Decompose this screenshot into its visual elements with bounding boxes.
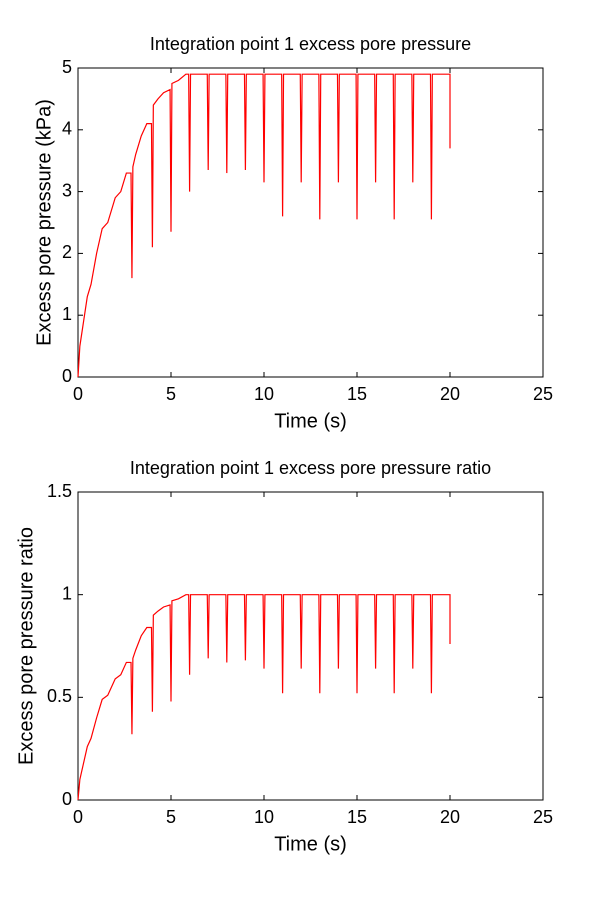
chart-title: Integration point 1 excess pore pressure… [130, 458, 491, 478]
y-tick-label: 2 [62, 242, 72, 262]
y-tick-label: 0 [62, 366, 72, 386]
x-tick-label: 15 [347, 807, 367, 827]
x-tick-label: 5 [166, 384, 176, 404]
data-line [77, 73, 451, 378]
y-tick-label: 0.5 [47, 686, 72, 706]
y-axis-label: Excess pore pressure (kPa) [33, 99, 55, 346]
y-tick-label: 3 [62, 180, 72, 200]
x-tick-label: 10 [254, 807, 274, 827]
y-tick-label: 1.5 [47, 481, 72, 501]
x-tick-label: 25 [533, 807, 553, 827]
x-tick-label: 10 [254, 384, 274, 404]
x-tick-label: 20 [440, 807, 460, 827]
x-tick-label: 20 [440, 384, 460, 404]
y-tick-label: 5 [62, 57, 72, 77]
y-tick-label: 4 [62, 119, 72, 139]
x-tick-label: 0 [73, 807, 83, 827]
y-tick-label: 1 [62, 304, 72, 324]
x-tick-label: 0 [73, 384, 83, 404]
chart-title: Integration point 1 excess pore pressure [150, 34, 471, 54]
x-tick-label: 25 [533, 384, 553, 404]
y-axis-label: Excess pore pressure ratio [15, 527, 37, 765]
axes-box [77, 67, 544, 378]
axes-box [77, 491, 544, 801]
x-tick-label: 5 [166, 807, 176, 827]
y-tick-label: 1 [62, 583, 72, 603]
x-tick-label: 15 [347, 384, 367, 404]
x-axis-label: Time (s) [274, 833, 347, 855]
y-tick-label: 0 [62, 789, 72, 809]
data-line [77, 594, 451, 801]
x-axis-label: Time (s) [274, 410, 347, 432]
